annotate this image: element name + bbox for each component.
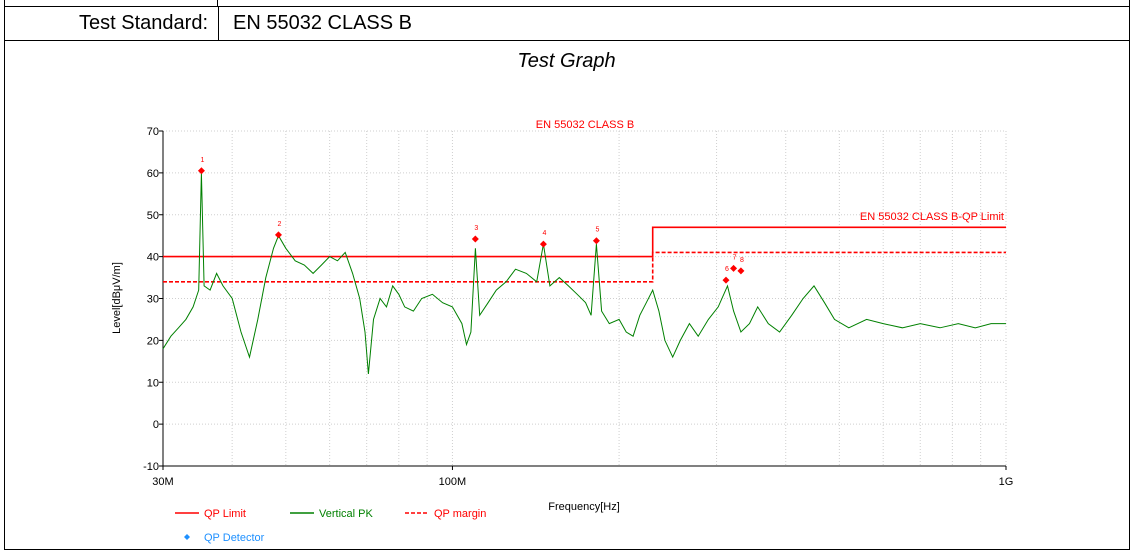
table-border-left <box>4 0 5 6</box>
qp-marker-8 <box>737 267 745 275</box>
qp-marker-label-5: 5 <box>595 227 599 234</box>
qp-marker-label-6: 6 <box>725 266 729 273</box>
qp-marker-4 <box>539 240 547 248</box>
test-standard-row: Test Standard: EN 55032 CLASS B <box>4 6 1130 41</box>
test-graph-box <box>4 40 1130 550</box>
qp-detector-markers: 1 2 3 4 5 67 8 <box>197 157 745 284</box>
legend-vertical-pk-label: Vertical PK <box>319 508 373 520</box>
chart-ticks: -10 0 10 20 30 40 50 60 70 30M 100M 1G <box>143 126 1013 488</box>
chart-series <box>162 172 1006 374</box>
y-tick-label: 30 <box>147 294 159 306</box>
table-border-mid <box>217 0 218 6</box>
y-tick-label: 50 <box>147 210 159 222</box>
qp-marker-2 <box>274 231 282 239</box>
test-standard-label: Test Standard: <box>5 7 219 40</box>
y-tick-label: 10 <box>147 377 159 389</box>
y-tick-label: 70 <box>147 126 159 138</box>
y-tick-label: 20 <box>147 335 159 347</box>
qp-marker-5 <box>592 237 600 245</box>
y-axis-label: Level[dBμV/m] <box>111 262 123 334</box>
series-qp-margin <box>163 251 1006 283</box>
y-tick-label: 40 <box>147 252 159 264</box>
qp-marker-7 <box>730 264 738 272</box>
qp-marker-6 <box>722 276 730 284</box>
chart-title: EN 55032 CLASS B <box>536 119 634 131</box>
qp-marker-label-2: 2 <box>278 221 282 228</box>
legend-qp-detector-label: QP Detector <box>204 532 265 544</box>
graph-title: Test Graph <box>517 50 616 72</box>
x-axis-label: Frequency[Hz] <box>548 501 620 513</box>
legend-qp-margin-label: QP margin <box>434 508 486 520</box>
qp-marker-label-1: 1 <box>200 157 204 164</box>
y-tick-label: 60 <box>147 168 159 180</box>
x-tick-label: 1G <box>999 476 1014 488</box>
y-tick-label: -10 <box>143 461 159 473</box>
y-tick-label: 0 <box>153 419 159 431</box>
chart-legend: QP Limit Vertical PK QP margin QP Detector <box>175 508 486 544</box>
series-vertical-pk <box>162 172 1006 374</box>
qp-marker-label-3: 3 <box>474 225 478 232</box>
qp-marker-label-8: 8 <box>740 257 744 264</box>
legend-qp-limit-label: QP Limit <box>204 508 246 520</box>
test-standard-value: EN 55032 CLASS B <box>233 12 412 34</box>
limit-label: EN 55032 CLASS B-QP Limit <box>860 211 1004 223</box>
x-tick-label: 30M <box>152 476 173 488</box>
table-border-right <box>1129 0 1130 6</box>
qp-marker-1 <box>197 167 205 175</box>
chart-grid <box>162 130 1007 467</box>
qp-marker-3 <box>471 235 479 243</box>
qp-marker-label-7: 7 <box>733 254 737 261</box>
series-qp-limit <box>163 226 1006 258</box>
qp-marker-label-4: 4 <box>542 230 546 237</box>
x-tick-label: 100M <box>439 476 467 488</box>
legend-qp-detector-swatch <box>184 534 190 540</box>
